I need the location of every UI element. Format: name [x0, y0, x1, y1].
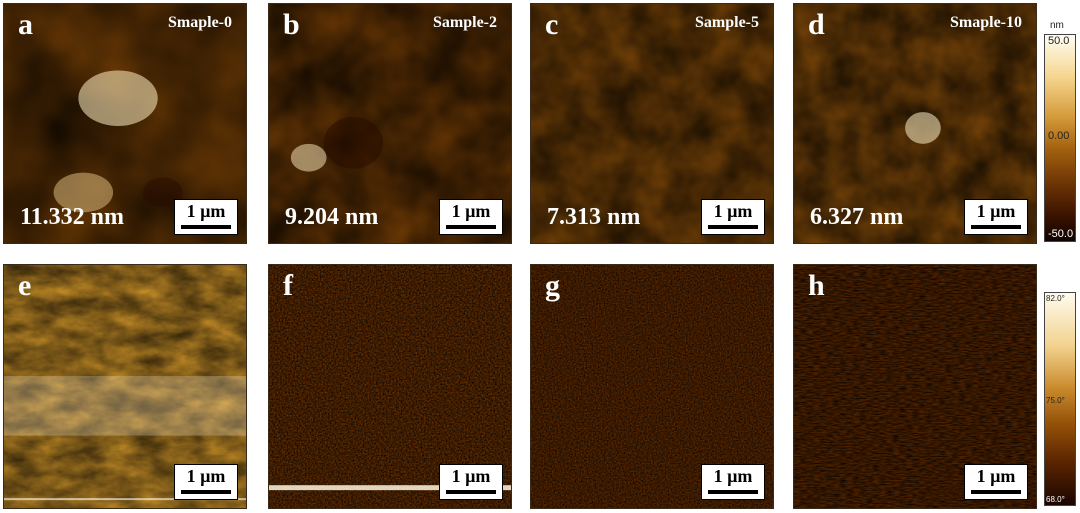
panel-letter: d [808, 8, 825, 41]
afm-height-panel-c: c Sample-5 7.313 nm 1 µm [530, 3, 774, 244]
scale-bar: 1 µm [439, 199, 503, 235]
colorbar-gradient [1044, 34, 1076, 242]
scale-bar-label: 1 µm [451, 466, 491, 486]
panel-letter: h [808, 269, 825, 302]
scale-bar-label: 1 µm [186, 201, 226, 221]
phase-colorbar: 82.0° 75.0° 68.0° [1042, 290, 1078, 508]
scale-bar-label: 1 µm [713, 201, 753, 221]
panel-letter: e [18, 269, 32, 302]
colorbar-max: 82.0° [1046, 294, 1065, 303]
afm-phase-panel-h: h 1 µm [793, 264, 1037, 509]
scale-bar-line [446, 490, 496, 494]
colorbar-gradient [1044, 292, 1076, 506]
scale-bar: 1 µm [964, 464, 1028, 500]
scale-bar: 1 µm [174, 199, 238, 235]
panel-letter: a [18, 8, 33, 41]
afm-height-panel-d: d Smaple-10 6.327 nm 1 µm [793, 3, 1037, 244]
colorbar-mid: 75.0° [1046, 396, 1065, 405]
panel-letter: f [283, 269, 293, 302]
scale-bar-label: 1 µm [713, 466, 753, 486]
scale-bar: 1 µm [701, 199, 765, 235]
scale-bar-line [971, 225, 1021, 229]
scale-bar-label: 1 µm [976, 466, 1016, 486]
colorbar-mid: 0.00 [1048, 130, 1070, 142]
scale-bar-line [181, 225, 231, 229]
scale-bar-line [181, 490, 231, 494]
scale-bar: 1 µm [964, 199, 1028, 235]
scale-bar: 1 µm [701, 464, 765, 500]
roughness-value: 7.313 nm [547, 204, 641, 230]
scale-bar: 1 µm [174, 464, 238, 500]
scale-bar-label: 1 µm [451, 201, 491, 221]
sample-title: Sample-2 [433, 14, 497, 31]
panel-letter: c [545, 8, 559, 41]
panel-letter: b [283, 8, 300, 41]
sample-title: Smaple-0 [168, 14, 232, 31]
scale-bar-label: 1 µm [976, 201, 1016, 221]
sample-title: Sample-5 [695, 14, 759, 31]
scale-bar-line [708, 490, 758, 494]
scale-bar-line [971, 490, 1021, 494]
afm-phase-panel-f: f 1 µm [268, 264, 512, 509]
scale-bar: 1 µm [439, 464, 503, 500]
colorbar-min: -50.0 [1048, 228, 1074, 240]
roughness-value: 11.332 nm [20, 204, 125, 230]
colorbar-max: 50.0 [1048, 35, 1070, 47]
afm-phase-panel-e: e 1 µm [3, 264, 247, 509]
sample-title: Smaple-10 [950, 14, 1022, 31]
panel-letter: g [545, 269, 560, 302]
afm-height-panel-b: b Sample-2 9.204 nm 1 µm [268, 3, 512, 244]
roughness-value: 9.204 nm [285, 204, 379, 230]
scale-bar-line [708, 225, 758, 229]
scale-bar-line [446, 225, 496, 229]
colorbar-min: 68.0° [1046, 495, 1065, 504]
height-texture [4, 4, 246, 243]
scale-bar-label: 1 µm [186, 466, 226, 486]
afm-height-panel-a: a Smaple-0 11.332 nm 1 µm [3, 3, 247, 244]
height-colorbar: nm 50.0 0.00 -50.0 [1042, 20, 1078, 245]
colorbar-unit: nm [1050, 20, 1064, 31]
roughness-value: 6.327 nm [810, 204, 904, 230]
phase-texture [794, 265, 1036, 508]
afm-phase-panel-g: g 1 µm [530, 264, 774, 509]
